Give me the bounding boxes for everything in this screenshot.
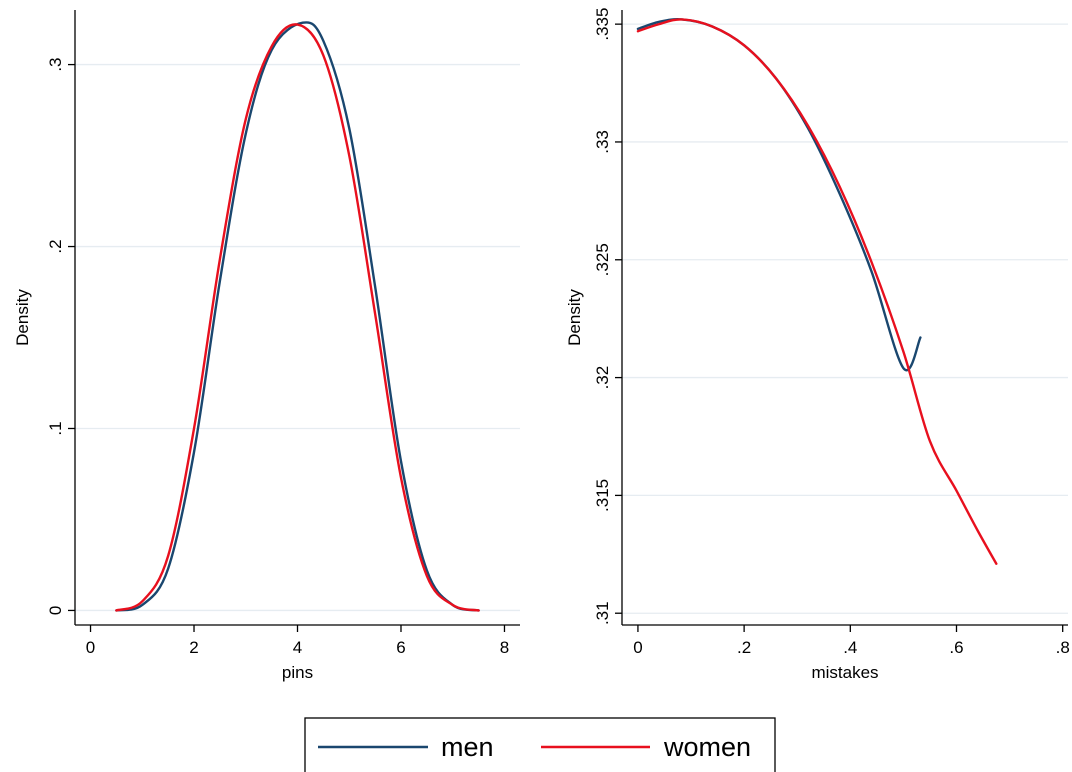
legend-label-women: women bbox=[663, 732, 751, 762]
x-tick-label: .2 bbox=[737, 638, 751, 657]
y-tick-label: .33 bbox=[593, 130, 612, 154]
y-tick-label: .325 bbox=[593, 243, 612, 276]
x-tick-label: 4 bbox=[293, 638, 302, 657]
x-tick-label: 0 bbox=[86, 638, 95, 657]
x-tick-label: 6 bbox=[396, 638, 405, 657]
y-tick-label: .335 bbox=[593, 8, 612, 41]
x-tick-label: .8 bbox=[1056, 638, 1070, 657]
y-axis-title: Density bbox=[565, 289, 584, 346]
density-plot-mistakes: 0 .2 .4 .6 .8 .31 .315 .32 .325 .33 .335 mistakes De… bbox=[565, 8, 1070, 682]
x-axis-title: mistakes bbox=[811, 663, 878, 682]
y-tick-label: .2 bbox=[46, 239, 65, 253]
x-tick-label: .6 bbox=[949, 638, 963, 657]
legend-box bbox=[304, 717, 776, 772]
x-tick-label: 2 bbox=[189, 638, 198, 657]
series-line-men bbox=[115, 21, 480, 612]
density-plot-pins: 0 2 4 6 8 0 .1 .2 .3 pins Density bbox=[13, 10, 520, 682]
x-tick-label: 8 bbox=[500, 638, 509, 657]
x-axis-title: pins bbox=[282, 663, 313, 682]
y-axis-title: Density bbox=[13, 289, 32, 346]
x-tick-label: .4 bbox=[843, 638, 857, 657]
y-tick-label: 0 bbox=[46, 606, 65, 615]
y-tick-label: .32 bbox=[593, 366, 612, 390]
series-line-women bbox=[636, 18, 998, 565]
legend: men women bbox=[304, 717, 776, 772]
series-line-women bbox=[115, 23, 480, 612]
y-tick-label: .315 bbox=[593, 479, 612, 512]
y-tick-label: .1 bbox=[46, 421, 65, 435]
y-tick-label: .31 bbox=[593, 601, 612, 625]
x-tick-label: 0 bbox=[633, 638, 642, 657]
y-tick-label: .3 bbox=[46, 57, 65, 71]
legend-label-men: men bbox=[441, 732, 494, 762]
